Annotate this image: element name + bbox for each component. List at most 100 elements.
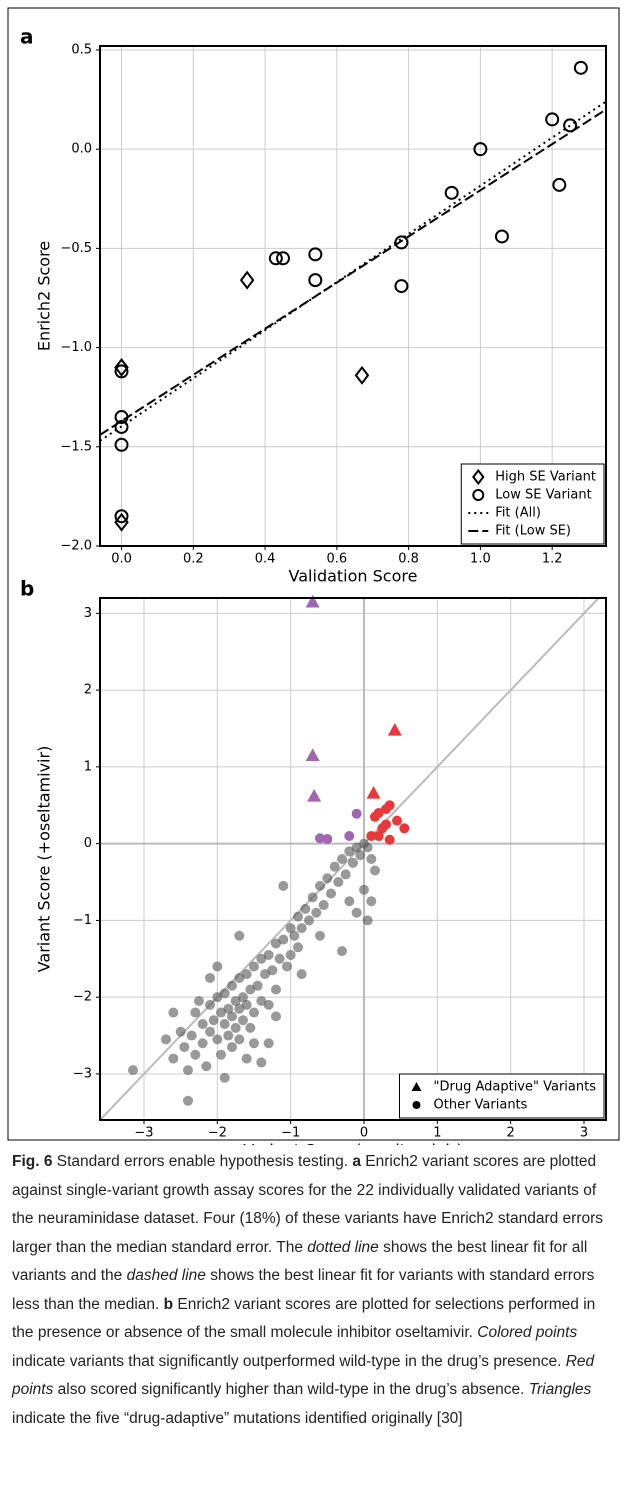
point: [307, 789, 322, 802]
legend-marker: [472, 489, 485, 501]
point: [201, 1061, 212, 1072]
point: [219, 988, 230, 999]
x-axis-label: Variant Score (-oseltamivir): [243, 1141, 462, 1146]
point: [351, 808, 362, 819]
point: [305, 748, 320, 761]
x-axis-label: Validation Score: [289, 567, 418, 586]
point: [305, 594, 320, 608]
point: [168, 1007, 179, 1018]
y-tick-label: −0.5: [60, 241, 92, 256]
legend-box: [399, 1073, 605, 1119]
point: [219, 1072, 230, 1083]
point: [234, 972, 245, 983]
point: [293, 942, 303, 953]
point: [252, 980, 263, 991]
legend-label: Fit (Low SE): [495, 524, 571, 539]
point: [344, 830, 355, 841]
y-tick-label: −3: [73, 1066, 92, 1081]
point: [362, 915, 373, 926]
point: [114, 364, 129, 379]
figure: 0.0 0.2 0.4 0.6 0.8 1.0 1.2 0.5 0.0 −0.5 −1.0 −1.5 −…: [7, 7, 620, 1146]
caption-text: a: [352, 1153, 361, 1170]
y-tick-label: 0.5: [71, 42, 92, 57]
point: [285, 923, 296, 934]
point: [326, 888, 336, 899]
y-tick-label: −1: [73, 913, 92, 928]
point: [333, 877, 344, 888]
y-axis-label: Variant Score (+oseltamivir): [35, 746, 54, 973]
x-tick-label: 0.6: [327, 552, 348, 567]
point: [285, 949, 296, 960]
point: [205, 999, 215, 1010]
point: [183, 1065, 193, 1076]
point: [394, 235, 409, 250]
point: [473, 142, 488, 157]
x-tick-label: 2: [507, 1126, 515, 1141]
point: [370, 865, 380, 876]
point: [190, 1049, 201, 1060]
point: [274, 953, 285, 964]
caption-text: Fig. 6: [12, 1153, 53, 1170]
point: [394, 279, 409, 294]
caption-text: dotted line: [307, 1238, 379, 1256]
point: [362, 842, 373, 853]
caption-text: indicate variants that significantly out…: [12, 1352, 566, 1370]
fit-line: [99, 108, 607, 436]
caption-text: Standard errors enable hypothesis testin…: [52, 1153, 353, 1170]
point: [227, 1042, 237, 1053]
point: [307, 892, 318, 903]
point: [260, 969, 270, 980]
point: [563, 118, 578, 133]
x-tick-label: 0.0: [111, 552, 132, 567]
point: [267, 965, 278, 976]
legend: High SE Variant Low SE Variant Fit (All) Fi…: [460, 463, 605, 545]
point: [366, 785, 381, 799]
point: [234, 930, 245, 941]
y-tick-label: −2: [73, 990, 92, 1005]
point: [308, 247, 323, 262]
legend-label: "Drug Adaptive" Variants: [434, 1080, 597, 1095]
point: [315, 833, 325, 844]
point: [249, 1038, 259, 1049]
point: [494, 229, 509, 244]
point: [289, 930, 300, 941]
legend-label: High SE Variant: [495, 470, 596, 485]
point: [234, 1034, 245, 1045]
y-tick-label: 3: [84, 606, 92, 621]
point: [322, 873, 333, 884]
plot-frame: [99, 597, 607, 1121]
point: [373, 807, 384, 818]
point: [552, 177, 567, 192]
y-tick-label: 0.0: [71, 142, 92, 157]
point: [392, 815, 402, 826]
caption-text: dashed line: [126, 1267, 206, 1284]
point: [444, 185, 459, 200]
point: [304, 915, 314, 926]
point: [241, 999, 252, 1010]
y-tick-label: 1: [84, 759, 92, 774]
point: [205, 1026, 215, 1037]
point: [276, 251, 291, 266]
caption-text: Enrich2 variant scores are plotted for s…: [12, 1295, 596, 1342]
point: [114, 357, 129, 377]
point: [161, 1034, 171, 1045]
point: [573, 60, 588, 75]
point: [296, 969, 307, 980]
x-tick-label: 1.0: [470, 552, 491, 567]
point: [245, 1022, 256, 1033]
point: [114, 509, 129, 524]
point: [263, 949, 274, 960]
point: [249, 1007, 259, 1018]
point: [223, 1030, 234, 1041]
point: [268, 251, 283, 266]
legend-label: Other Variants: [434, 1098, 528, 1113]
legend-marker: [412, 1101, 421, 1109]
point: [384, 800, 395, 811]
point: [351, 842, 362, 853]
point: [373, 830, 384, 841]
y-tick-label: 2: [84, 683, 92, 698]
point: [239, 270, 255, 290]
caption-text: Enrich2 variant scores are plotted again…: [12, 1153, 604, 1256]
point: [366, 896, 377, 907]
